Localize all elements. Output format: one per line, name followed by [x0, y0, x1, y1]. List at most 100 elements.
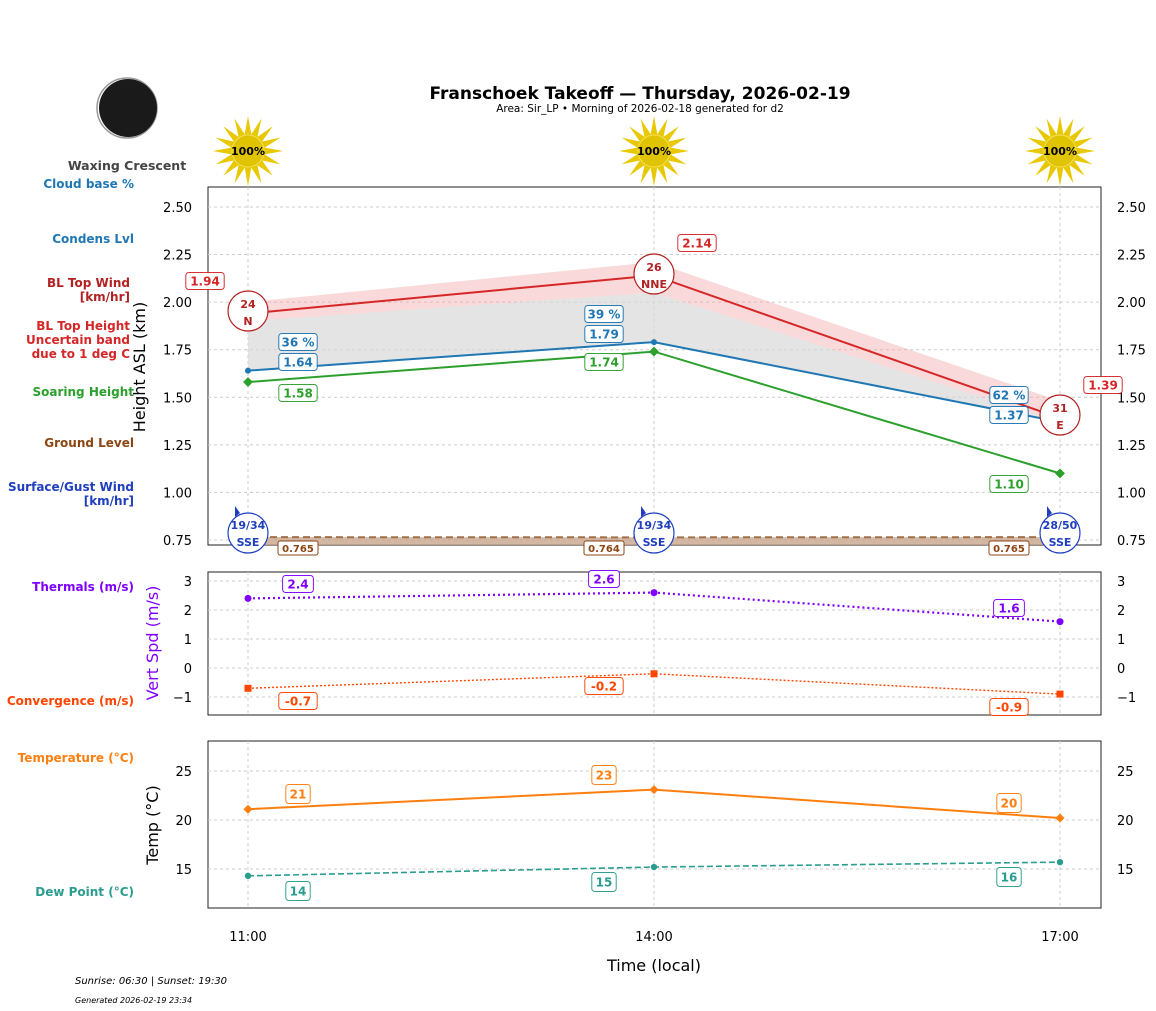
x-tick-label: 14:00: [635, 930, 672, 945]
convergence-label: -0.2: [591, 680, 617, 694]
bl-top-label-box: [677, 234, 717, 252]
condens-label: 1.37: [994, 409, 1024, 423]
condens-point: [245, 367, 251, 374]
y-tick-label-right: 3: [1117, 575, 1125, 590]
y-tick-label: 25: [175, 765, 192, 780]
chart-title: Franschoek Takeoff — Thursday, 2026-02-1…: [429, 84, 850, 104]
y-tick-label: 2.50: [163, 201, 192, 216]
cloud-percent-label-box: [584, 305, 624, 323]
bl-wind-barb-icon: [633, 253, 675, 295]
wind-arrow-icon: [641, 506, 646, 517]
moon-phase-label: Waxing Crescent: [68, 158, 186, 173]
sun-percent-label: 100%: [1043, 145, 1077, 158]
y-axis-label: Vert Spd (m/s): [143, 586, 162, 701]
y-tick-label: 1.00: [163, 486, 192, 501]
generated-time: Generated 2026-02-19 23:34: [75, 996, 192, 1005]
y-tick-label: 1.25: [163, 439, 192, 454]
y-tick-label-right: 15: [1117, 863, 1134, 878]
dew-point-label: 15: [596, 876, 613, 890]
x-tick-label: 17:00: [1041, 930, 1078, 945]
y-tick-label-right: 0: [1117, 662, 1125, 677]
plot-area-0: [207, 186, 1102, 546]
convergence-label-box: [584, 677, 624, 695]
temperature-point: [1055, 813, 1065, 823]
sun-percent-label: 100%: [231, 145, 265, 158]
dew-point-label-box: [285, 881, 311, 901]
chart-subtitle: Area: Sir_LP • Morning of 2026-02-18 gen…: [496, 103, 784, 115]
temperature-label: 21: [290, 788, 307, 802]
convergence-point: [650, 670, 658, 678]
side-label: Cloud base %: [43, 177, 134, 191]
dew-point-point: [244, 872, 252, 880]
soaring-label: 1.58: [283, 387, 313, 401]
bl-top-uncertainty-band: [248, 262, 1060, 423]
soaring-label-box: [584, 353, 624, 371]
y-tick-label: 0: [184, 662, 192, 677]
condens-label-box: [989, 406, 1029, 424]
y-tick-label-right: 1.25: [1117, 439, 1146, 454]
y-tick-label: 15: [175, 863, 192, 878]
y-tick-label: 1.50: [163, 391, 192, 406]
y-tick-label-right: 1: [1117, 633, 1125, 648]
y-tick-label-right: −1: [1117, 691, 1136, 706]
y-tick-label: 1: [184, 633, 192, 648]
condens-point: [651, 339, 657, 346]
wind-arrow-icon: [235, 506, 240, 517]
thermals-label: 2.4: [287, 578, 308, 592]
condens-label: 1.79: [589, 328, 619, 342]
side-label: Surface/Gust Wind [km/hr]: [8, 480, 134, 508]
convergence-point: [244, 684, 252, 692]
y-tick-label-right: 1.75: [1117, 344, 1146, 359]
x-axis-label: Time (local): [606, 956, 701, 975]
thermals-label: 2.6: [593, 573, 614, 587]
soaring-label-box: [989, 475, 1029, 493]
y-tick-label-right: 25: [1117, 765, 1134, 780]
soaring-point: [649, 346, 659, 357]
soaring-label: 1.74: [589, 356, 619, 370]
convergence-label: -0.7: [285, 695, 311, 709]
soaring-label-box: [278, 384, 318, 402]
temperature-point: [649, 785, 659, 795]
bl-wind-barb-icon: [1039, 394, 1081, 436]
y-tick-label-right: 1.00: [1117, 486, 1146, 501]
side-label: BL Top Wind [km/hr]: [47, 276, 130, 304]
bl-wind-direction: NNE: [641, 278, 667, 291]
y-tick-label: 0.75: [163, 534, 192, 549]
surface-wind-barb-icon: [633, 512, 675, 554]
y-tick-label-right: 2: [1117, 604, 1125, 619]
y-tick-label-right: 1.50: [1117, 391, 1146, 406]
temperature-label: 23: [596, 769, 613, 783]
surface-wind-direction: SSE: [643, 536, 666, 549]
sun-disc: [1043, 134, 1077, 168]
wind-arrow-icon: [1047, 506, 1052, 517]
dew-point-label: 14: [290, 885, 307, 899]
side-label: Condens Lvl: [52, 232, 134, 246]
y-tick-label: 1.75: [163, 344, 192, 359]
dew-point-point: [1056, 858, 1064, 866]
side-label: Dew Point (°C): [35, 885, 134, 899]
condens-label: 1.64: [283, 356, 313, 370]
surface-wind-speed: 28/50: [1043, 519, 1078, 532]
surface-wind-barb-icon: [227, 512, 269, 554]
bl-wind-speed: 31: [1052, 402, 1067, 415]
y-tick-label: 3: [184, 575, 192, 590]
sun-disc: [637, 134, 671, 168]
y-axis-label: Temp (°C): [143, 785, 162, 865]
temperature-point: [243, 804, 253, 814]
thermals-label-box: [282, 575, 314, 593]
convergence-line: [247, 673, 1061, 695]
bl-wind-direction: E: [1056, 419, 1064, 432]
y-tick-label: 2.25: [163, 249, 192, 264]
ground-label-box: [988, 540, 1030, 556]
ground-label: 0.765: [282, 544, 314, 555]
convergence-label-box: [989, 698, 1029, 716]
y-tick-label: −1: [173, 691, 192, 706]
y-tick-label-right: 2.00: [1117, 296, 1146, 311]
cloud-percent-label: 62 %: [993, 389, 1026, 403]
thermals-point: [1056, 618, 1064, 626]
ground-label-box: [583, 540, 625, 556]
dew-point-label: 16: [1001, 871, 1018, 885]
side-label: Ground Level: [44, 436, 134, 450]
bl-top-label-box: [185, 272, 225, 290]
